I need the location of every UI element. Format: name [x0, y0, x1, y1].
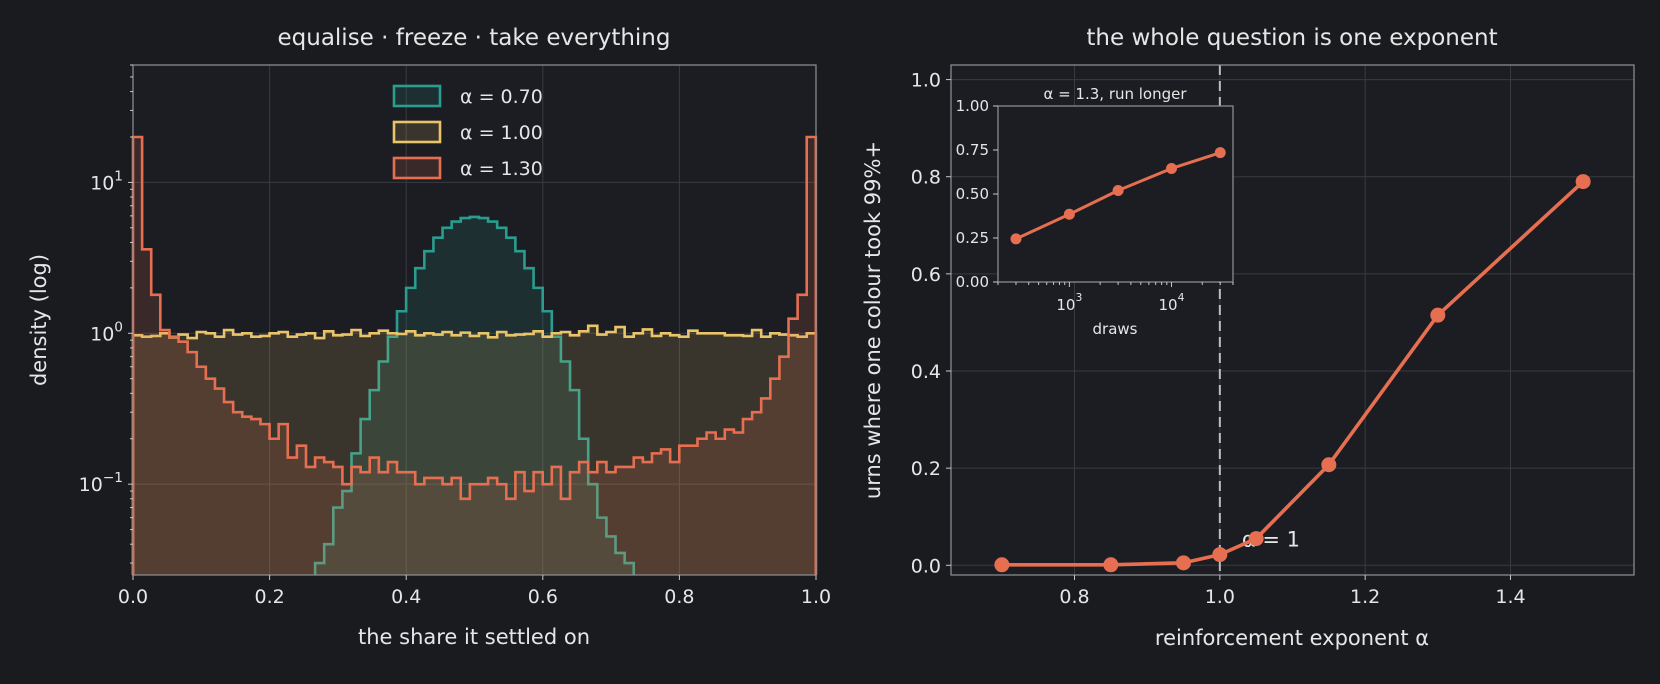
line-x-tick-label-3: 1.4: [1495, 586, 1525, 608]
legend-label-0: α = 0.70: [460, 86, 543, 108]
histogram-series: [131, 135, 818, 576]
line-point-4: [1248, 531, 1264, 547]
inset-y-tick-label-3: 0.75: [956, 141, 989, 159]
inset-y-tick-label-0: 0.00: [956, 273, 989, 291]
histogram-x-tick-label-0: 0.0: [118, 586, 148, 608]
legend-swatch-2: [392, 156, 442, 180]
inset-y-tick-label-1: 0.25: [956, 229, 989, 247]
histogram-x-ticks: 0.0 0.2 0.4 0.6 0.8 1.0: [118, 575, 831, 608]
line-point-5: [1321, 457, 1337, 473]
inset-y-tick-label-4: 1.00: [956, 97, 989, 115]
inset-x-ticks: 103 104: [997, 282, 1234, 314]
line-point-1: [1103, 557, 1119, 573]
histogram-y-ticks: 101 100 10−1: [79, 64, 133, 564]
legend-swatch-1: [392, 120, 442, 144]
histogram-y-tick-label-1: 100: [90, 319, 123, 345]
line-series: [994, 174, 1591, 573]
histogram-y-tick-label-2: 10−1: [79, 470, 123, 496]
line-y-label: urns where one colour took 99%+: [861, 141, 885, 499]
legend-label-2: α = 1.30: [460, 158, 543, 180]
line-x-tick-label-2: 1.2: [1350, 586, 1380, 608]
inset-title: α = 1.3, run longer: [1043, 85, 1187, 103]
line-y-tick-label-3: 0.6: [911, 264, 941, 286]
histogram-y-tick-label-0: 101: [90, 168, 123, 194]
line-x-tick-label-1: 1.0: [1205, 586, 1235, 608]
histogram-legend: α = 0.70 α = 1.00 α = 1.30: [392, 84, 543, 180]
inset-point-2: [1112, 184, 1124, 196]
line-x-tick-label-0: 0.8: [1059, 586, 1089, 608]
line-y-tick-label-0: 0.0: [911, 555, 941, 577]
histogram-frame: [132, 64, 817, 576]
histogram-panel: equalise · freeze · take everything 0.0 0…: [27, 25, 831, 649]
histogram-title: equalise · freeze · take everything: [278, 25, 671, 51]
histogram-x-tick-label-4: 0.8: [664, 586, 694, 608]
histogram-outline-1: [131, 324, 818, 575]
line-frame: [950, 64, 1635, 576]
histogram-x-tick-label-5: 1.0: [801, 586, 831, 608]
histogram-fill-2: [133, 136, 816, 576]
inset-x-tick-label-0: 103: [1056, 291, 1082, 314]
histogram-fill-0: [133, 216, 816, 576]
histogram-outline-2: [131, 135, 818, 575]
line-x-label: reinforcement exponent α: [1155, 626, 1429, 650]
line-y-tick-label-1: 0.2: [911, 458, 941, 480]
inset-series: [1010, 147, 1226, 245]
line-point-3: [1212, 547, 1228, 563]
line-x-ticks: 0.8 1.0 1.2 1.4: [1059, 575, 1526, 608]
line-y-ticks: 0.0 0.2 0.4 0.6 0.8 1.0: [911, 70, 951, 577]
inset-point-0: [1010, 233, 1022, 245]
histogram-plot-area: [133, 65, 816, 575]
line-panel: the whole question is one exponent α = 1…: [861, 25, 1635, 650]
inset-x-tick-label-1: 104: [1159, 291, 1185, 314]
legend-label-1: α = 1.00: [460, 122, 543, 144]
histogram-y-label: density (log): [27, 254, 51, 386]
line-y-tick-label-5: 1.0: [911, 70, 941, 92]
inset-y-tick-label-2: 0.50: [956, 185, 989, 203]
inset-x-label: draws: [1093, 320, 1138, 338]
histogram-x-tick-label-2: 0.4: [391, 586, 421, 608]
line-point-2: [1176, 555, 1192, 571]
inset-point-3: [1166, 162, 1178, 174]
line-series-path: [1001, 180, 1585, 567]
histogram-outline-0: [313, 215, 636, 575]
histogram-x-tick-label-1: 0.2: [254, 586, 284, 608]
line-point-6: [1430, 307, 1446, 323]
histogram-x-label: the share it settled on: [358, 625, 590, 649]
histogram-fill-1: [133, 325, 816, 575]
inset-chart: α = 1.3, run longer 103 104 0.000.250.500…: [956, 85, 1234, 338]
line-title: the whole question is one exponent: [1086, 25, 1497, 51]
inset-point-4: [1214, 147, 1226, 159]
histogram-x-tick-label-3: 0.6: [528, 586, 558, 608]
line-point-0: [994, 557, 1010, 573]
line-y-tick-label-4: 0.8: [911, 167, 941, 189]
legend-swatch-0: [392, 84, 442, 108]
inset-point-1: [1063, 208, 1075, 220]
inset-y-ticks: 0.00 0.25 0.50 0.75 1.00: [956, 97, 998, 291]
line-point-7: [1575, 174, 1591, 190]
line-y-tick-label-2: 0.4: [911, 361, 941, 383]
